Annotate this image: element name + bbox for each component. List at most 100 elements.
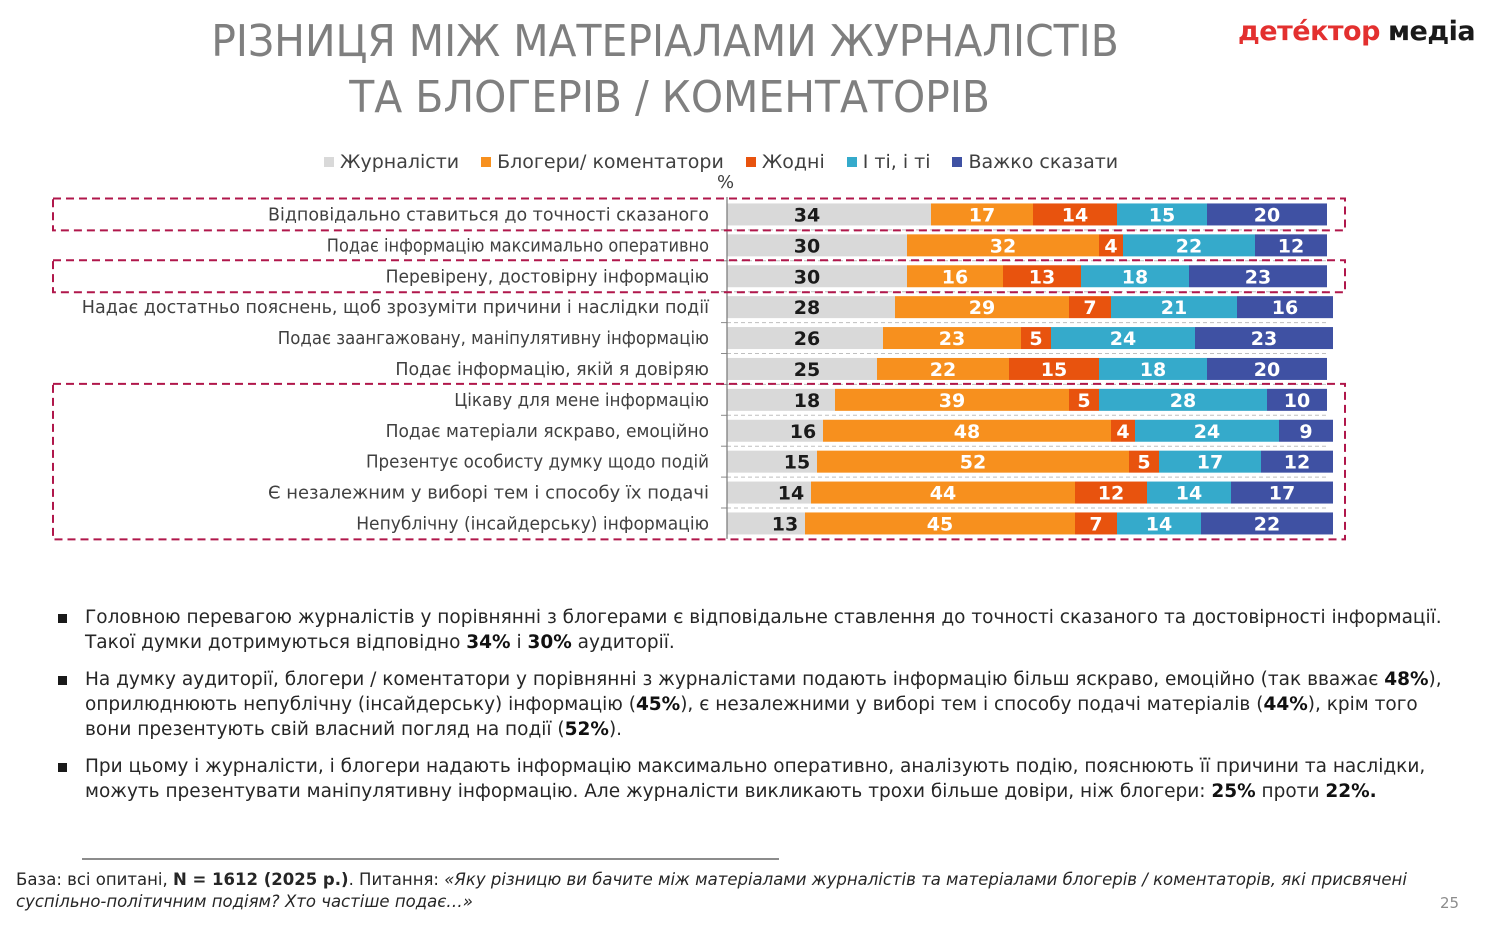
legend-swatch xyxy=(745,157,756,167)
data-label: 44 xyxy=(930,483,956,505)
bar-segment xyxy=(1129,450,1159,473)
finding-highlight: 44% xyxy=(1263,694,1308,715)
slide-title: РІЗНИЦЯ МІЖ МАТЕРІАЛАМИ ЖУРНАЛІСТІВ ТА Б… xyxy=(47,14,1284,126)
legend-label: Журналісти xyxy=(340,151,460,173)
findings-list: Головною перевагою журналістів у порівня… xyxy=(56,605,1456,816)
bar-segment xyxy=(727,265,907,288)
data-label: 28 xyxy=(794,297,820,319)
data-label: 15 xyxy=(784,452,810,474)
data-label: 18 xyxy=(1140,359,1166,381)
bar-segment xyxy=(727,203,931,226)
bar-segment xyxy=(907,265,1003,288)
square-bullet-icon xyxy=(58,614,67,623)
data-label: 18 xyxy=(794,390,820,412)
bar-segment xyxy=(727,327,883,350)
category-label: Перевірену, достовірну інформацію xyxy=(386,267,709,287)
data-label: 39 xyxy=(939,390,965,412)
bar-segment xyxy=(895,296,1069,319)
bar-segment xyxy=(727,234,907,257)
footnote-sample: N = 1612 (2025 р.) xyxy=(172,870,349,889)
data-label: 20 xyxy=(1254,359,1280,381)
data-label: 30 xyxy=(794,235,820,257)
finding-text: При цьому і журналісти, і блогери надают… xyxy=(85,756,1426,802)
bar-segment xyxy=(1069,388,1099,411)
data-label: 25 xyxy=(794,359,820,381)
legend-label: І ті, і ті xyxy=(862,151,931,173)
data-label: 52 xyxy=(960,452,986,474)
category-label: Є незалежним у виборі тем і способу їх п… xyxy=(268,484,709,504)
finding-text: ). xyxy=(608,719,623,740)
finding-text: ), є незалежними у виборі тем і способу … xyxy=(680,694,1264,715)
data-label: 4 xyxy=(1116,421,1129,443)
stacked-bar-chart: Відповідально ставиться до точності сказ… xyxy=(52,197,1346,541)
bar-segment xyxy=(1255,234,1327,257)
data-label: 14 xyxy=(778,483,804,505)
bar-segment xyxy=(1267,388,1327,411)
data-label: 16 xyxy=(942,266,968,288)
legend-label: Жодні xyxy=(761,151,825,173)
bar-segment xyxy=(1207,203,1327,226)
page-number: 25 xyxy=(1440,894,1460,912)
bar-segment xyxy=(1201,512,1333,535)
bar-segment xyxy=(1189,265,1327,288)
finding-text: проти xyxy=(1255,781,1326,802)
data-label: 10 xyxy=(1284,390,1310,412)
bar-segment xyxy=(1117,203,1207,226)
footnote-question-label: . Питання: xyxy=(348,870,445,889)
data-label: 16 xyxy=(1272,297,1298,319)
data-label: 22 xyxy=(1176,235,1202,257)
footnote-question: «Яку різницю ви бачите між матеріалами ж… xyxy=(16,870,1407,911)
finding-highlight: 30% xyxy=(527,632,572,653)
data-label: 23 xyxy=(1245,266,1271,288)
finding-item: Головною перевагою журналістів у порівня… xyxy=(56,605,1456,655)
bar-segment xyxy=(1123,234,1255,257)
finding-text: На думку аудиторії, блогери / коментатор… xyxy=(85,669,1385,690)
bar-segment xyxy=(1009,357,1099,380)
detector-media-logo: детéктор медіа xyxy=(1238,16,1476,47)
bar-segment xyxy=(1099,388,1267,411)
bar-segment xyxy=(835,388,1069,411)
legend-label: Важко сказати xyxy=(968,151,1119,173)
data-label: 30 xyxy=(794,266,820,288)
data-label: 7 xyxy=(1083,297,1096,319)
finding-item: На думку аудиторії, блогери / коментатор… xyxy=(56,667,1456,742)
bar-segment xyxy=(727,481,811,504)
legend-item: Журналісти xyxy=(324,151,459,173)
data-label: 12 xyxy=(1284,452,1310,474)
bar-segment xyxy=(823,419,1111,442)
data-label: 7 xyxy=(1089,513,1102,535)
bar-segment xyxy=(1195,327,1333,350)
data-label: 22 xyxy=(930,359,956,381)
bar-segment xyxy=(1279,419,1333,442)
bar-segment xyxy=(1003,265,1081,288)
footnote: База: всі опитані, N = 1612 (2025 р.). П… xyxy=(16,869,1476,913)
finding-item: При цьому і журналісти, і блогери надают… xyxy=(56,754,1456,804)
legend-item: Блогери/ коментатори xyxy=(481,151,724,173)
data-label: 18 xyxy=(1122,266,1148,288)
chart-legend: Журналісти Блогери/ коментатори Жодні І ті,… xyxy=(324,150,1140,174)
bar-segment xyxy=(811,481,1075,504)
data-label: 32 xyxy=(990,235,1016,257)
bar-segment xyxy=(1099,357,1207,380)
bar-segment xyxy=(1237,296,1333,319)
highlight-box xyxy=(52,382,1346,541)
slide-title-line-2: ТА БЛОГЕРІВ / КОМЕНТАТОРІВ xyxy=(349,72,990,123)
bar-segment xyxy=(931,203,1033,226)
legend-swatch xyxy=(481,157,492,167)
finding-text: і xyxy=(510,632,528,653)
bar-segment xyxy=(1099,234,1123,257)
data-label: 12 xyxy=(1098,483,1124,505)
data-label: 17 xyxy=(1197,452,1223,474)
data-label: 15 xyxy=(1149,204,1175,226)
bar-segment xyxy=(1075,481,1147,504)
bar-segment xyxy=(727,419,823,442)
finding-text: аудиторії. xyxy=(571,632,675,653)
finding-text: Головною перевагою журналістів у порівня… xyxy=(85,607,1442,653)
bar-segment xyxy=(1231,481,1333,504)
finding-highlight: 22%. xyxy=(1325,781,1377,802)
bar-segment xyxy=(877,357,1009,380)
data-label: 4 xyxy=(1104,235,1117,257)
bar-segment xyxy=(1033,203,1117,226)
finding-highlight: 48% xyxy=(1384,669,1429,690)
finding-highlight: 25% xyxy=(1211,781,1256,802)
